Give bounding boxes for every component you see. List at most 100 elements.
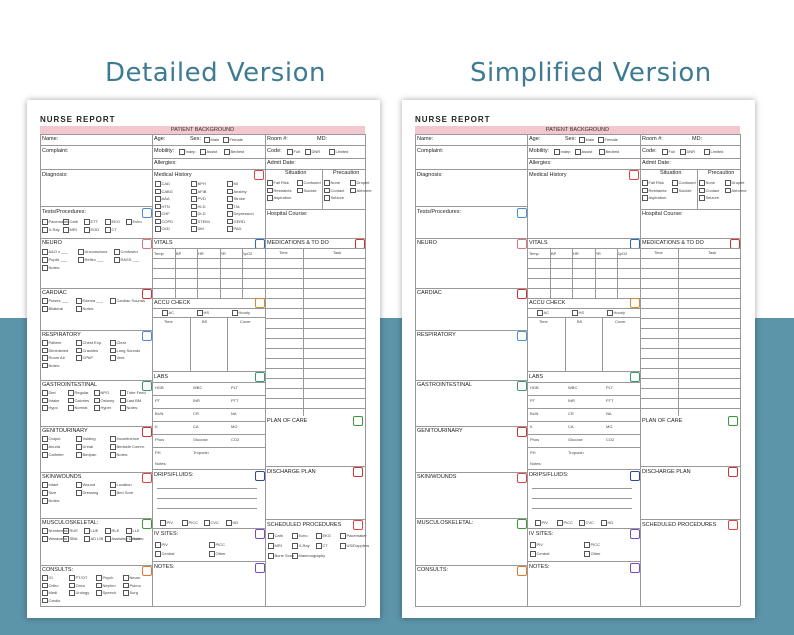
checkbox[interactable]: [162, 310, 168, 316]
checkbox[interactable]: [42, 298, 48, 304]
checkbox[interactable]: [324, 180, 330, 186]
checkbox[interactable]: [126, 219, 132, 225]
checkbox[interactable]: [42, 257, 48, 263]
checkbox[interactable]: [287, 149, 293, 155]
checkbox[interactable]: [76, 306, 82, 312]
checkbox[interactable]: [725, 187, 731, 194]
checkbox[interactable]: [680, 149, 686, 155]
checkbox[interactable]: [227, 218, 233, 225]
checkbox[interactable]: [42, 306, 48, 312]
checkbox[interactable]: [155, 218, 161, 225]
checkbox[interactable]: [84, 536, 90, 542]
checkbox[interactable]: [76, 298, 82, 304]
checkbox[interactable]: [42, 582, 48, 589]
checkbox[interactable]: [76, 340, 82, 346]
checkbox[interactable]: [42, 265, 48, 271]
checkbox[interactable]: [191, 196, 197, 202]
checkbox[interactable]: [191, 211, 197, 217]
checkbox[interactable]: [120, 397, 126, 404]
checkbox[interactable]: [329, 149, 335, 155]
checkbox[interactable]: [224, 149, 230, 155]
checkbox[interactable]: [672, 180, 678, 186]
checkbox[interactable]: [191, 218, 197, 225]
checkbox[interactable]: [63, 219, 69, 225]
checkbox[interactable]: [110, 355, 116, 361]
checkbox[interactable]: [155, 542, 161, 548]
checkbox[interactable]: [209, 551, 215, 557]
checkbox[interactable]: [350, 180, 356, 186]
checkbox[interactable]: [63, 536, 69, 542]
checkbox[interactable]: [123, 582, 129, 589]
checkbox[interactable]: [120, 405, 126, 411]
checkbox[interactable]: [267, 180, 273, 186]
checkbox[interactable]: [84, 528, 90, 534]
checkbox[interactable]: [292, 543, 298, 549]
checkbox[interactable]: [155, 181, 161, 187]
checkbox[interactable]: [42, 219, 48, 225]
checkbox[interactable]: [584, 551, 590, 557]
checkbox[interactable]: [110, 298, 116, 304]
checkbox[interactable]: [42, 452, 48, 458]
checkbox[interactable]: [42, 597, 48, 604]
checkbox[interactable]: [155, 211, 161, 217]
checkbox[interactable]: [204, 520, 210, 526]
checkbox[interactable]: [227, 203, 233, 210]
checkbox[interactable]: [76, 490, 82, 496]
checkbox[interactable]: [94, 405, 100, 411]
checkbox[interactable]: [223, 137, 229, 143]
checkbox[interactable]: [232, 310, 238, 316]
checkbox[interactable]: [155, 188, 161, 195]
checkbox[interactable]: [68, 405, 74, 411]
checkbox[interactable]: [42, 227, 48, 233]
checkbox[interactable]: [110, 490, 116, 496]
checkbox[interactable]: [42, 436, 48, 442]
checkbox[interactable]: [227, 181, 233, 187]
checkbox[interactable]: [68, 390, 74, 396]
checkbox[interactable]: [84, 219, 90, 225]
checkbox[interactable]: [316, 533, 322, 539]
checkbox[interactable]: [105, 219, 111, 225]
checkbox[interactable]: [662, 149, 668, 155]
checkbox[interactable]: [63, 227, 69, 233]
checkbox[interactable]: [110, 436, 116, 442]
checkbox[interactable]: [69, 582, 75, 589]
checkbox[interactable]: [642, 195, 648, 201]
checkbox[interactable]: [297, 180, 303, 186]
checkbox[interactable]: [76, 444, 82, 450]
checkbox[interactable]: [96, 575, 102, 581]
checkbox[interactable]: [530, 542, 536, 548]
checkbox[interactable]: [110, 482, 116, 488]
checkbox[interactable]: [340, 543, 346, 549]
checkbox[interactable]: [182, 520, 188, 526]
checkbox[interactable]: [324, 195, 330, 201]
checkbox[interactable]: [76, 452, 82, 458]
checkbox[interactable]: [191, 188, 197, 195]
checkbox[interactable]: [110, 444, 116, 450]
checkbox[interactable]: [200, 149, 206, 155]
checkbox[interactable]: [120, 390, 126, 396]
checkbox[interactable]: [350, 187, 356, 194]
checkbox[interactable]: [227, 188, 233, 195]
checkbox[interactable]: [227, 211, 233, 217]
checkbox[interactable]: [575, 149, 581, 155]
checkbox[interactable]: [160, 520, 166, 526]
checkbox[interactable]: [572, 310, 578, 316]
checkbox[interactable]: [191, 181, 197, 187]
checkbox[interactable]: [537, 310, 543, 316]
checkbox[interactable]: [96, 582, 102, 589]
checkbox[interactable]: [268, 533, 274, 539]
checkbox[interactable]: [105, 227, 111, 233]
checkbox[interactable]: [42, 355, 48, 361]
checkbox[interactable]: [42, 590, 48, 596]
checkbox[interactable]: [699, 195, 705, 201]
checkbox[interactable]: [105, 528, 111, 534]
checkbox[interactable]: [76, 347, 82, 354]
checkbox[interactable]: [324, 187, 330, 194]
checkbox[interactable]: [63, 528, 69, 534]
checkbox[interactable]: [42, 362, 48, 369]
checkbox[interactable]: [110, 340, 116, 346]
checkbox[interactable]: [42, 575, 48, 581]
checkbox[interactable]: [84, 227, 90, 233]
checkbox[interactable]: [268, 553, 274, 559]
checkbox[interactable]: [599, 149, 605, 155]
